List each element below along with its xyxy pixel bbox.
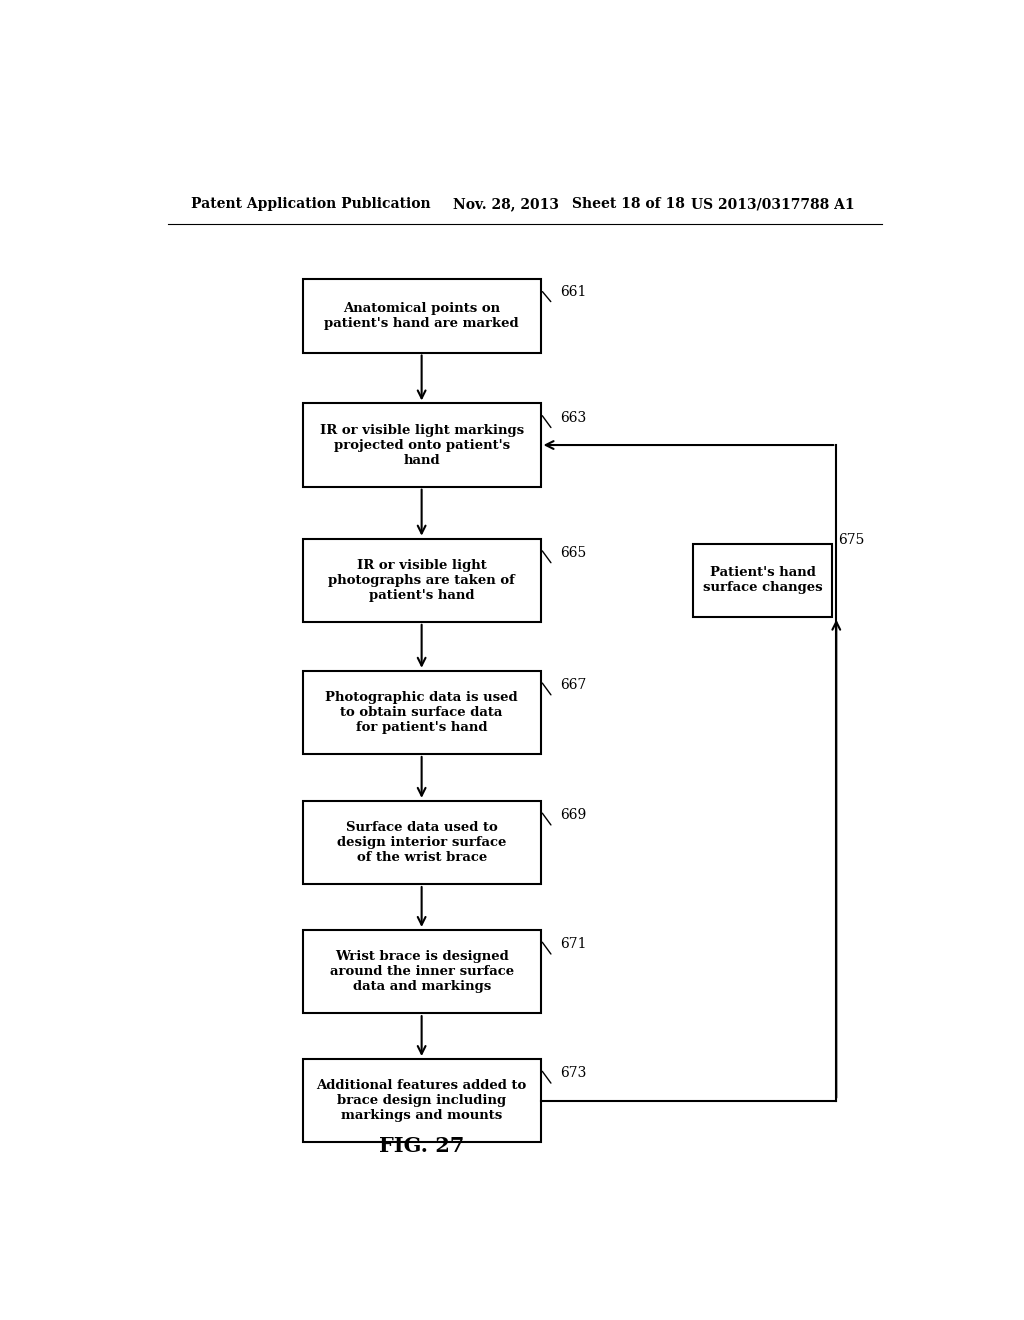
Text: 669: 669 <box>560 808 587 822</box>
Text: IR or visible light markings
projected onto patient's
hand: IR or visible light markings projected o… <box>319 424 523 466</box>
Text: US 2013/0317788 A1: US 2013/0317788 A1 <box>691 197 855 211</box>
FancyBboxPatch shape <box>303 404 541 487</box>
Text: FIG. 27: FIG. 27 <box>379 1137 464 1156</box>
Text: Surface data used to
design interior surface
of the wrist brace: Surface data used to design interior sur… <box>337 821 506 863</box>
Text: 671: 671 <box>560 937 587 952</box>
Text: Photographic data is used
to obtain surface data
for patient's hand: Photographic data is used to obtain surf… <box>326 690 518 734</box>
Text: Patent Application Publication: Patent Application Publication <box>191 197 431 211</box>
Text: Additional features added to
brace design including
markings and mounts: Additional features added to brace desig… <box>316 1080 526 1122</box>
Text: Nov. 28, 2013: Nov. 28, 2013 <box>454 197 559 211</box>
Text: Sheet 18 of 18: Sheet 18 of 18 <box>572 197 685 211</box>
Text: 675: 675 <box>839 533 864 546</box>
Text: 663: 663 <box>560 411 587 425</box>
Text: Wrist brace is designed
around the inner surface
data and markings: Wrist brace is designed around the inner… <box>330 950 514 993</box>
Text: 667: 667 <box>560 678 587 692</box>
Text: 673: 673 <box>560 1067 587 1080</box>
FancyBboxPatch shape <box>303 671 541 754</box>
Text: Patient's hand
surface changes: Patient's hand surface changes <box>703 566 822 594</box>
Text: 661: 661 <box>560 285 587 298</box>
Text: IR or visible light
photographs are taken of
patient's hand: IR or visible light photographs are take… <box>329 558 515 602</box>
FancyBboxPatch shape <box>303 539 541 622</box>
FancyBboxPatch shape <box>303 929 541 1014</box>
FancyBboxPatch shape <box>303 801 541 884</box>
Text: Anatomical points on
patient's hand are marked: Anatomical points on patient's hand are … <box>325 302 519 330</box>
FancyBboxPatch shape <box>693 544 833 616</box>
FancyBboxPatch shape <box>303 1059 541 1142</box>
FancyBboxPatch shape <box>303 280 541 352</box>
Text: 665: 665 <box>560 546 587 560</box>
